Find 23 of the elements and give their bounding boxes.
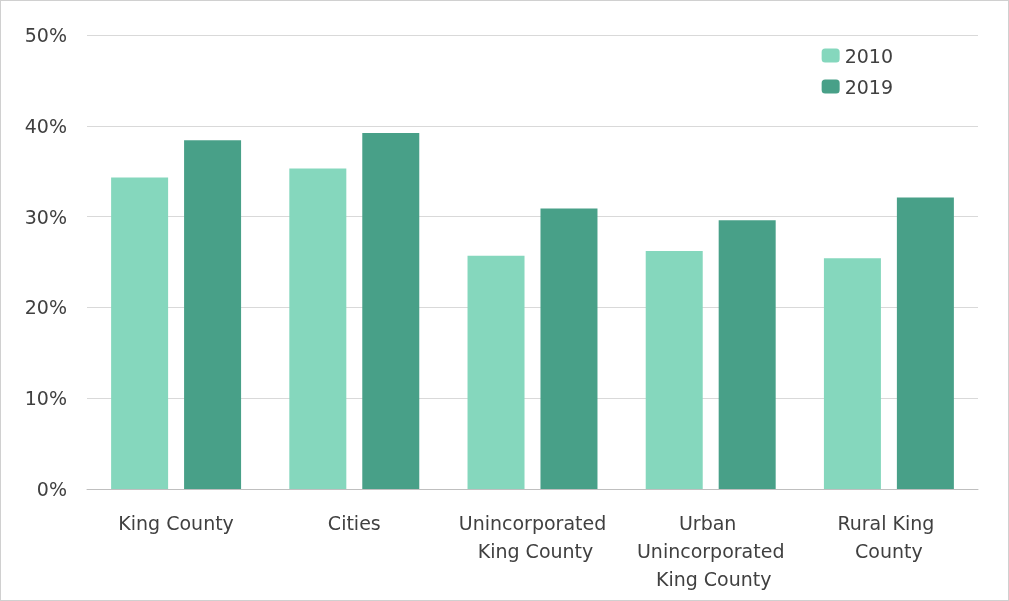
bar [896, 197, 954, 489]
bar [540, 208, 598, 489]
y-tick-label: 40% [24, 114, 67, 137]
x-tick-label: Unincorporated King County [458, 512, 607, 562]
bar [718, 220, 776, 489]
bar [289, 168, 347, 489]
legend-label: 2019 [844, 75, 894, 98]
x-tick-label: Rural King County [837, 512, 941, 562]
bar [645, 251, 703, 489]
x-tick-label: Cities [327, 512, 381, 534]
bar [184, 140, 242, 489]
x-tick-label: King County [118, 512, 234, 534]
bar [362, 133, 420, 489]
x-tick-label: Urban Unincorporated King County [636, 512, 785, 590]
y-tick-label: 50% [24, 24, 67, 46]
y-tick-label: 0% [36, 478, 67, 500]
legend-label: 2010 [844, 44, 894, 67]
y-tick-label: 20% [24, 296, 67, 319]
y-tick-label: 30% [24, 205, 67, 228]
y-tick-label: 10% [24, 387, 67, 410]
bar [823, 258, 881, 489]
bar [111, 177, 169, 489]
bar [467, 255, 525, 489]
